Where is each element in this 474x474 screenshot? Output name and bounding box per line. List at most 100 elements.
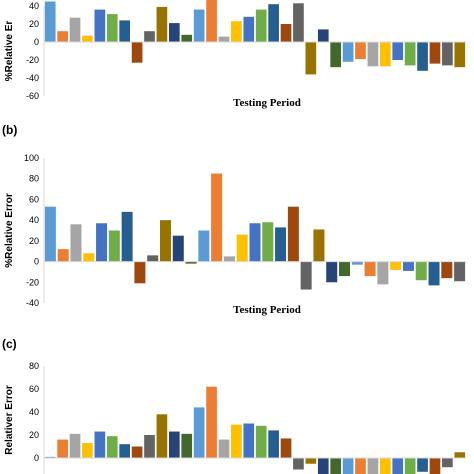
y-axis-label: Relativer Error [4,385,15,455]
bar [392,42,404,60]
bar [305,458,317,464]
bar [415,261,427,281]
bar [96,223,108,262]
bar [367,42,379,67]
y-tick-label: 0 [34,257,39,267]
bar [442,42,453,66]
y-tick-label: 20 [29,236,39,246]
bar [454,261,466,282]
bar [159,220,171,262]
bar [108,230,120,262]
bar [131,446,143,458]
bar [94,431,106,458]
bar [379,458,391,474]
bar [293,458,304,470]
y-tick-label: 0 [34,453,39,463]
bar [70,224,82,262]
bar [355,458,366,474]
bar [243,16,255,42]
bar [181,433,193,458]
y-axis-label: %Relative Error [4,193,15,268]
y-tick-label: 0 [34,37,39,47]
bar [441,261,453,279]
y-tick-label: 40 [29,1,39,11]
bar [330,42,342,68]
panel-label: (b) [2,123,17,137]
bar [454,452,466,458]
bar [206,386,217,458]
y-tick-label: 100 [24,153,39,163]
bar [268,430,279,458]
bar [144,31,155,42]
bar [454,42,466,68]
chart-panel-2: -40 -20 0 20 40 60 80 100 %Relative Error Testing… [2,123,466,316]
bar [82,35,93,42]
bar [293,3,304,43]
bar [317,29,329,42]
bar [172,235,184,262]
bar [429,42,441,64]
bar [367,458,379,474]
bar [57,249,69,262]
chart-panel-3: 0 20 40 60 80 Relativer Error (c) [2,337,466,474]
bar [404,458,416,474]
y-tick-label: -20 [26,55,39,65]
bar [255,425,267,458]
bar [377,261,389,285]
bar [317,458,329,474]
bar [211,173,223,262]
bar [82,443,93,458]
bar [131,42,143,63]
y-tick-label: 60 [29,194,39,204]
y-tick-label: 40 [29,407,39,417]
bar [280,24,292,42]
bar [121,211,133,262]
x-axis-label: Testing Period [233,304,301,316]
bar [236,234,248,262]
bar [206,0,217,42]
bar [342,458,354,474]
bar [364,261,376,277]
bar [106,14,118,43]
y-axis-label: %Relative Er [4,21,15,82]
y-tick-label: -20 [26,277,39,287]
bar [330,458,342,474]
bar [255,9,267,43]
bar [57,439,68,458]
bar [429,458,441,474]
bar [193,9,205,43]
bar [44,456,56,458]
bar [223,256,235,262]
x-axis-label: Testing Period [233,97,301,109]
bar [193,407,205,458]
chart-panel-1: -60 -40 -20 0 20 40 %Relative Er Testing Period [4,0,466,109]
bar [168,431,180,458]
bar [44,1,56,42]
bar [351,261,363,265]
bar [218,439,230,458]
bar [262,222,274,262]
bar [231,21,242,42]
bar [300,261,312,290]
bar [181,34,193,42]
bar [379,42,391,67]
bar [185,261,197,264]
bar [268,4,279,42]
y-tick-label: 20 [29,430,39,440]
bar [392,458,404,474]
bar [243,423,255,458]
bar [134,261,146,284]
panel-label: (c) [2,337,17,351]
bar [402,261,414,271]
bar [69,433,81,458]
y-tick-label: 60 [29,384,39,394]
bar [147,255,159,262]
bar [83,253,95,262]
bar [119,444,131,458]
y-tick-label: -60 [26,91,39,101]
bar [287,206,299,262]
bar [275,227,287,262]
bar [417,42,428,71]
bar [94,9,106,43]
